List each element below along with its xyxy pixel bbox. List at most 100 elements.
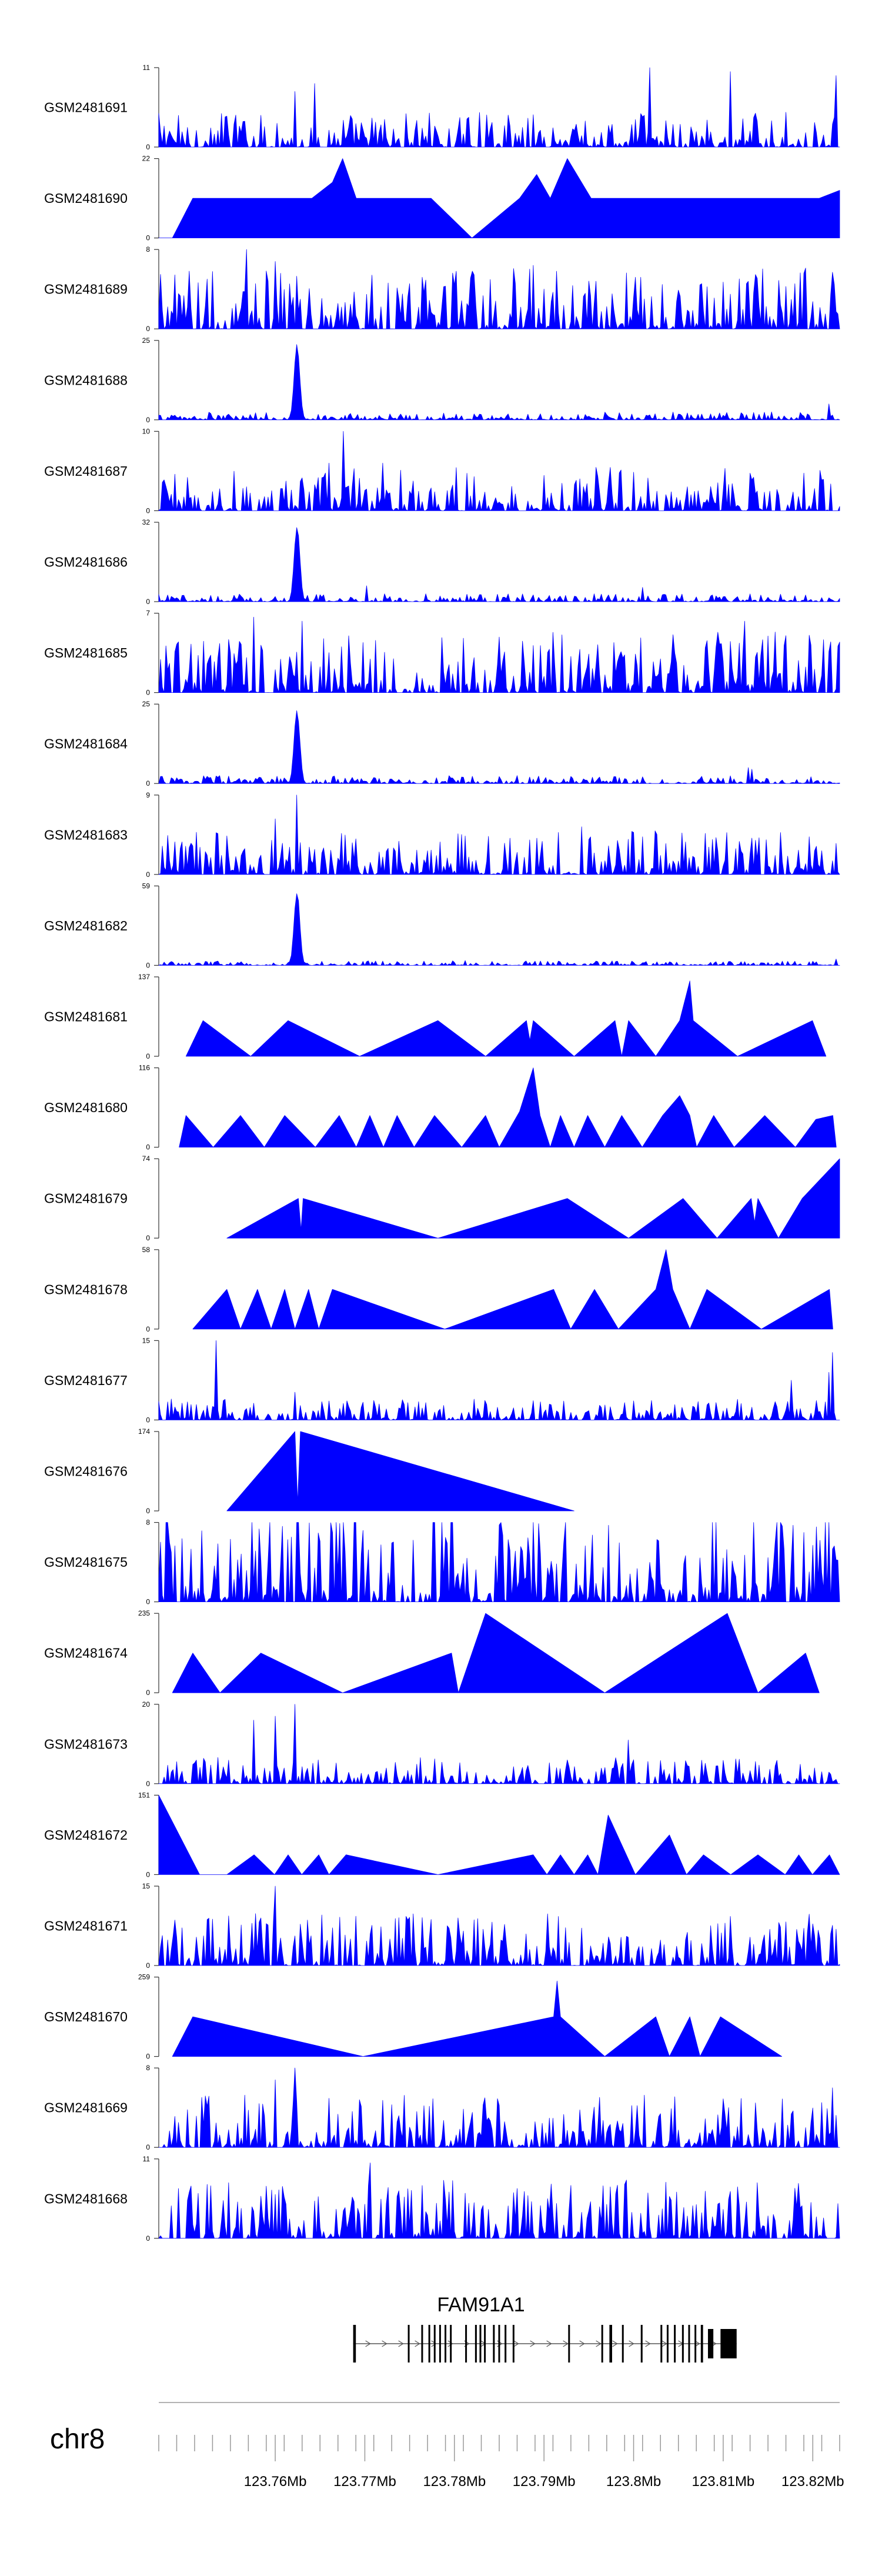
y-max-label: 151: [138, 1791, 150, 1799]
axis-tick-label: 123.81Mb: [692, 2474, 755, 2490]
strand-arrow: [431, 2340, 437, 2347]
y-max-label: 116: [139, 1064, 150, 1072]
y-max-label: 32: [142, 518, 151, 526]
track-label: GSM2481681: [44, 1009, 128, 1025]
strand-arrow: [415, 2340, 420, 2347]
coverage-area: [158, 1340, 840, 1420]
strand-arrow: [530, 2340, 536, 2347]
y-min-label: 0: [146, 1598, 150, 1606]
coverage-area: [158, 2163, 840, 2239]
y-min-label: 0: [146, 1325, 150, 1333]
exon: [479, 2325, 482, 2363]
track-GSM2481688: GSM2481688 25 0: [44, 336, 840, 424]
track-label: GSM2481677: [44, 1373, 128, 1388]
exon: [498, 2325, 500, 2363]
track-label: GSM2481673: [44, 1736, 128, 1751]
y-min-label: 0: [146, 1780, 150, 1788]
exon: [720, 2329, 737, 2358]
track-label: GSM2481690: [44, 191, 128, 206]
track-label: GSM2481672: [44, 1827, 128, 1843]
track-label: GSM2481686: [44, 555, 128, 570]
track-GSM2481670: GSM2481670 259 0: [44, 1973, 782, 2061]
y-max-label: 25: [142, 700, 151, 708]
strand-arrow: [596, 2340, 602, 2347]
coverage-area: [158, 431, 840, 511]
track-GSM2481685: GSM2481685 7 0: [44, 609, 840, 697]
axis-tick-label: 123.8Mb: [606, 2474, 661, 2490]
strand-arrow: [645, 2340, 651, 2347]
exon: [465, 2325, 467, 2363]
coverage-area: [158, 795, 840, 875]
track-GSM2481686: GSM2481686 32 0: [44, 518, 840, 606]
coverage-area: [158, 1886, 840, 1966]
exon: [475, 2325, 477, 2363]
y-min-label: 0: [146, 2143, 150, 2151]
y-max-label: 7: [146, 609, 150, 618]
axis-tick-label: 123.76Mb: [244, 2474, 307, 2490]
track-label: GSM2481688: [44, 372, 128, 388]
track-label: GSM2481689: [44, 282, 128, 297]
track-GSM2481680: GSM2481680 116 0: [44, 1064, 837, 1152]
exon: [694, 2325, 697, 2363]
track-GSM2481674: GSM2481674 235 0: [44, 1609, 820, 1697]
y-max-label: 11: [143, 64, 151, 72]
y-max-label: 8: [146, 2064, 150, 2072]
strand-arrow: [382, 2340, 387, 2347]
track-GSM2481687: GSM2481687 10 0: [44, 427, 840, 515]
axis-tick-label: 123.82Mb: [781, 2474, 844, 2490]
y-min-label: 0: [146, 1052, 150, 1060]
exon: [505, 2325, 507, 2363]
track-label: GSM2481676: [44, 1464, 128, 1479]
y-max-label: 174: [138, 1427, 150, 1436]
track-label: GSM2481691: [44, 100, 128, 115]
track-GSM2481683: GSM2481683 9 0: [44, 791, 840, 879]
track-label: GSM2481684: [44, 736, 128, 752]
coverage-area: [172, 1613, 820, 1693]
coverage-area: [226, 1431, 574, 1511]
track-label: GSM2481670: [44, 2009, 128, 2024]
genome-axis: chr8 123.76Mb 123.77Mb 123.78Mb 123.79Mb 123…: [50, 2402, 844, 2490]
axis-tick-label: 123.78Mb: [423, 2474, 486, 2490]
track-GSM2481671: GSM2481671 15 0: [44, 1882, 840, 1970]
track-label: GSM2481682: [44, 918, 128, 933]
coverage-area: [158, 893, 840, 966]
exon: [568, 2325, 570, 2363]
strand-arrow: [563, 2340, 569, 2347]
y-min-label: 0: [146, 234, 150, 242]
y-max-label: 259: [138, 1973, 150, 1981]
track-label: GSM2481669: [44, 2100, 128, 2115]
coverage-area: [158, 1522, 840, 1602]
exon: [609, 2325, 612, 2363]
y-min-label: 0: [146, 779, 150, 788]
strand-arrow: [447, 2340, 453, 2347]
strand-arrow: [546, 2340, 552, 2347]
coverage-area: [158, 527, 840, 602]
track-GSM2481673: GSM2481673 20 0: [44, 1700, 840, 1788]
strand-arrow: [365, 2340, 371, 2347]
coverage-area: [158, 344, 840, 421]
coverage-area: [226, 1158, 840, 1239]
y-max-label: 15: [142, 1336, 151, 1344]
y-max-label: 10: [142, 427, 151, 435]
y-max-label: 58: [142, 1246, 151, 1254]
exon: [450, 2325, 452, 2363]
track-GSM2481682: GSM2481682 59 0: [44, 882, 840, 969]
y-min-label: 0: [146, 1507, 150, 1515]
exon: [660, 2325, 663, 2363]
strand-arrow: [579, 2340, 585, 2347]
track-GSM2481681: GSM2481681 137 0: [44, 973, 827, 1060]
y-max-label: 8: [146, 245, 150, 253]
strand-arrow: [612, 2340, 618, 2347]
coverage-area: [158, 2067, 840, 2148]
exon: [666, 2325, 669, 2363]
track-label: GSM2481679: [44, 1191, 128, 1206]
coverage-area: [172, 1980, 782, 2057]
exon: [681, 2325, 684, 2363]
track-GSM2481669: GSM2481669 8 0: [44, 2064, 840, 2151]
gene-model: FAM91A1: [353, 2294, 737, 2363]
track-label: GSM2481683: [44, 827, 128, 842]
exon: [640, 2325, 643, 2363]
strand-arrow: [513, 2340, 519, 2347]
track-GSM2481677: GSM2481677 15 0: [44, 1336, 840, 1424]
exon: [700, 2325, 703, 2363]
